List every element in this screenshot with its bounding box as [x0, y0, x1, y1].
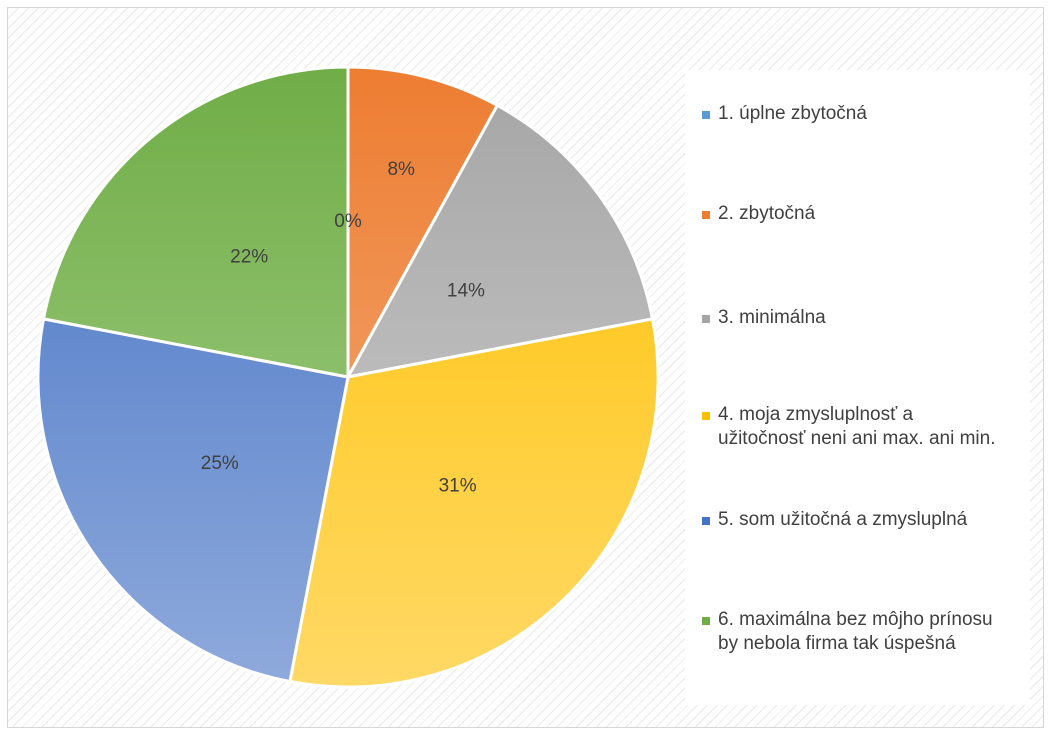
legend-swatch-2	[702, 211, 710, 219]
pie-slice-6	[41, 65, 350, 379]
legend-item-1: 1. úplne zbytočná	[702, 102, 1018, 126]
data-label-4: 31%	[439, 476, 477, 497]
legend-label-6: 6. maximálna bez môjho prínosu by nebola…	[718, 609, 993, 654]
legend-swatch-5	[702, 517, 710, 525]
legend-item-2: 2. zbytočná	[702, 202, 1018, 226]
legend-item-6: 6. maximálna bez môjho prínosu by nebola…	[702, 608, 1018, 656]
legend-label-3: 3. minimálna	[718, 307, 826, 328]
pie-slice-5	[36, 317, 350, 684]
legend-item-5: 5. som užitočná a zmysluplná	[702, 508, 1018, 532]
data-label-1: 0%	[334, 211, 362, 232]
legend-label-5: 5. som užitočná a zmysluplná	[718, 509, 968, 530]
legend-swatch-4	[702, 412, 710, 420]
legend-label-4: 4. moja zmysluplnosť a užitočnosť neni a…	[718, 404, 996, 449]
legend-label-2: 2. zbytočná	[718, 203, 816, 224]
legend: 1. úplne zbytočná 2. zbytočná 3. minimál…	[685, 70, 1030, 705]
data-label-5: 25%	[201, 453, 239, 474]
data-label-6: 22%	[230, 247, 268, 268]
legend-label-1: 1. úplne zbytočná	[718, 103, 867, 124]
data-label-2: 8%	[387, 159, 415, 180]
pie-slice-2	[346, 65, 499, 379]
pie-slice-3	[346, 103, 655, 379]
legend-swatch-3	[702, 315, 710, 323]
legend-item-4: 4. moja zmysluplnosť a užitočnosť neni a…	[702, 403, 1018, 451]
legend-swatch-1	[702, 111, 710, 119]
pie-slice-4	[288, 317, 660, 689]
legend-item-3: 3. minimálna	[702, 306, 1018, 330]
data-label-3: 14%	[447, 280, 485, 301]
legend-swatch-6	[702, 617, 710, 625]
